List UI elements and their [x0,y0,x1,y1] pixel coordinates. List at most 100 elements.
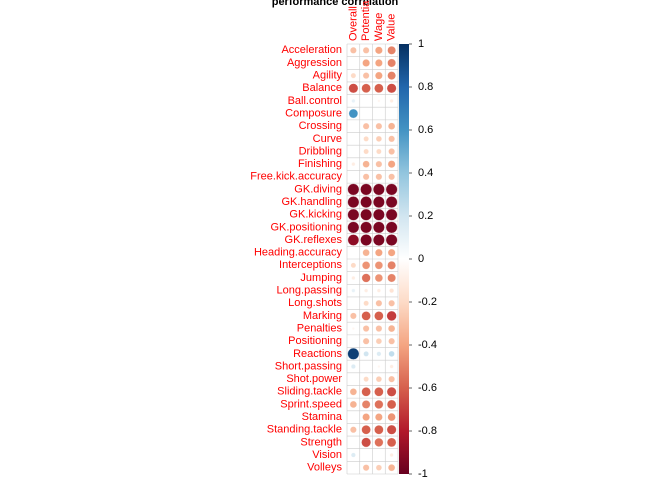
corr-circle [388,299,395,307]
corr-circle [374,399,384,409]
colorbar [399,44,409,474]
corr-circle [375,122,383,130]
corr-circle [387,413,396,422]
corr-circle [385,196,398,208]
row-label: Crossing [299,120,342,132]
corr-circle [362,337,370,345]
corr-circle [387,58,396,68]
corr-circle [350,452,356,458]
corr-circle [362,173,370,181]
corr-circle [374,425,384,435]
corr-circle [375,46,383,55]
corr-circle [351,162,356,167]
corr-circle [361,425,371,435]
row-label: Strength [300,436,342,448]
corr-circle [386,424,397,435]
colorbar-tick-label: 0.8 [418,81,433,93]
row-label: Interceptions [279,259,342,271]
row-label: Heading.accuracy [254,247,343,259]
corr-circle [347,221,360,234]
row-label: GK.diving [294,183,342,195]
colorbar-tick-label: 0.2 [418,210,433,222]
row-label: Aggression [287,57,342,69]
row-label: Finishing [298,158,342,170]
colorbar-tick-label: -0.8 [418,425,437,437]
row-label: GK.reflexes [285,234,343,246]
corr-circle [347,234,360,246]
corr-circle [374,83,384,93]
corr-circle [363,148,369,155]
row-label: Composure [285,107,342,119]
corr-circle [374,437,384,447]
row-label: Shot.power [286,373,342,385]
corr-circle [347,196,360,208]
corr-circle [373,234,385,246]
row-label: Sliding.tackle [277,386,342,398]
row-label: Curve [313,133,342,145]
colorbar-tick-label: 0 [418,253,424,265]
corr-circle [388,464,396,472]
corr-circle [373,183,385,196]
corr-circle [347,348,360,360]
row-label: GK.handling [281,196,342,208]
row-label: Agility [313,70,343,82]
chart-title: performance correlation [272,0,399,8]
corr-circle [375,464,382,471]
corr-circle [388,324,396,333]
corr-circle [360,234,372,246]
corr-circle [362,72,370,79]
corr-circle [362,59,370,67]
row-label: Vision [312,449,342,461]
corr-circle [389,288,395,294]
corr-circle [351,288,356,293]
corr-circle [375,248,383,257]
corr-circle [361,273,371,283]
corr-circle [360,196,372,208]
corr-circle [375,338,382,345]
corr-circle [347,183,360,196]
corr-circle [388,375,395,383]
corr-circle [362,46,370,54]
colorbar-tick-label: 0.6 [418,124,433,136]
row-label: Stamina [302,411,343,423]
row-label: GK.kicking [289,209,342,221]
corr-circle [386,437,397,448]
row-label: Volleys [307,462,342,474]
colorbar-tick-label: -0.6 [418,382,437,394]
corr-circle [350,426,357,434]
row-label: Reactions [293,348,342,360]
corr-circle [387,160,396,168]
corr-circle [375,376,382,383]
column-label: Potential [360,0,372,41]
corr-circle [386,386,397,397]
corr-circle [375,299,383,307]
corr-circle [362,464,370,472]
row-label: Balance [302,82,342,94]
corr-circle [361,387,371,397]
corr-circle [386,83,397,94]
corr-circle [388,337,395,345]
corr-circle [375,413,383,421]
row-label: Jumping [300,272,342,284]
corr-circle [361,437,371,448]
corr-circle [351,98,356,103]
row-label: Dribbling [299,145,342,157]
corr-circle [349,400,357,409]
corr-circle [377,365,381,368]
corr-circle [350,46,357,54]
corr-circle [386,310,397,321]
corr-circle [377,99,381,103]
corr-circle [363,136,369,142]
corr-circle [376,351,382,357]
corr-circle [385,183,398,196]
corr-circle [351,327,355,331]
row-label: GK.positioning [270,221,342,233]
corr-circle [361,400,371,409]
corr-circle [350,72,357,79]
corr-circle [389,453,394,458]
corr-circle [360,221,372,234]
corr-circle [349,388,357,396]
row-label: Sprint.speed [280,398,342,410]
corr-circle [385,234,398,246]
